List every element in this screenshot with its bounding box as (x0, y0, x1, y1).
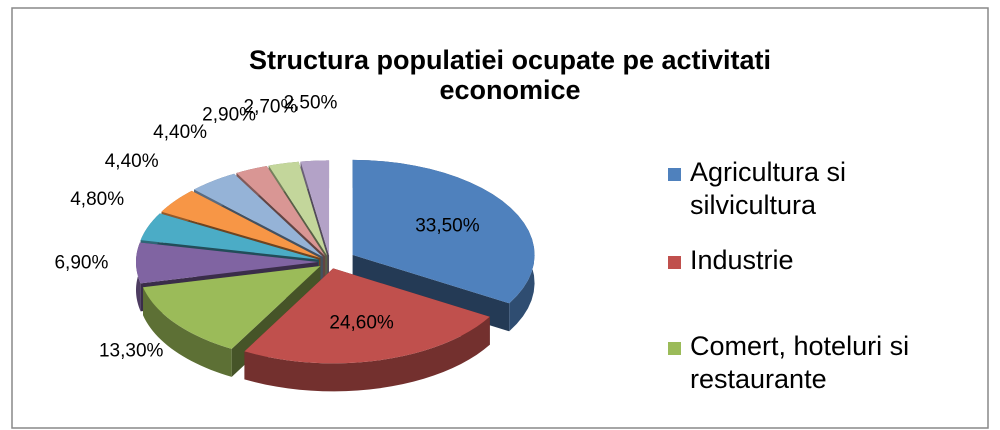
slice-side (244, 316, 490, 392)
data-label: 33,50% (415, 216, 480, 237)
slice-side (143, 287, 232, 377)
data-label: 4,40% (153, 122, 207, 143)
legend-label: Industrie (690, 245, 794, 275)
slice (194, 173, 323, 257)
chart-title-line: Structura populatiei ocupate pe activita… (249, 45, 771, 75)
legend-line: silvicultura (690, 190, 817, 220)
legend-label: Comert, hoteluri si restaurante (690, 331, 909, 394)
slice (236, 165, 326, 256)
chart-title: Structura populatiei ocupate pe activita… (249, 45, 771, 105)
slice (143, 265, 321, 349)
data-label: 24,60% (329, 312, 394, 333)
slice (268, 161, 328, 256)
data-label: 13,30% (99, 341, 164, 362)
slice (352, 159, 535, 304)
legend-swatch (668, 342, 681, 355)
slice (136, 242, 319, 284)
slice (244, 268, 490, 364)
chart-title-line: economice (439, 75, 580, 105)
data-label: 4,80% (70, 189, 124, 210)
data-label: 4,40% (105, 151, 159, 172)
legend-swatch (668, 168, 681, 181)
data-label: 2,90% (202, 105, 256, 126)
legend-line: Comert, hoteluri si (690, 331, 909, 361)
data-label: 2,70% (244, 96, 298, 117)
slice (300, 160, 330, 256)
legend-line: restaurante (690, 364, 827, 394)
data-label: 2,50% (284, 92, 338, 113)
slice (161, 190, 321, 259)
legend-swatch (668, 256, 681, 269)
data-label: 6,90% (54, 252, 108, 273)
legend-line: Agricultura si (690, 157, 846, 187)
legend-label: Agricultura si silvicultura (690, 157, 846, 220)
slice (140, 213, 319, 260)
